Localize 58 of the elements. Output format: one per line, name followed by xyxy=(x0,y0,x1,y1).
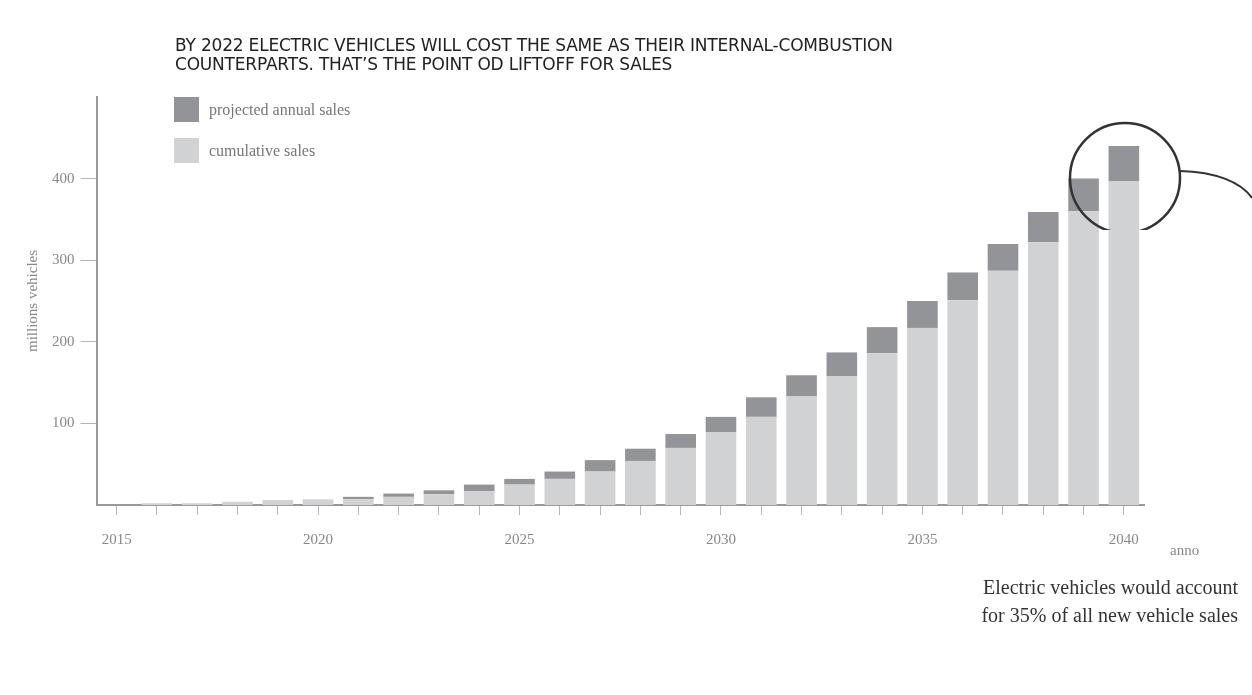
bar xyxy=(826,376,858,505)
bar xyxy=(343,499,374,505)
bar xyxy=(584,460,616,472)
bar xyxy=(745,397,777,417)
bar xyxy=(262,500,294,505)
bar xyxy=(665,434,696,448)
bar xyxy=(1027,242,1059,505)
bar xyxy=(907,301,938,328)
x-tick-label: 2015 xyxy=(101,530,132,547)
bar xyxy=(866,327,898,354)
x-tick-label: 2020 xyxy=(303,530,334,547)
bar xyxy=(665,447,696,505)
x-tick-label: 2035 xyxy=(907,530,938,547)
bar xyxy=(947,300,979,505)
bar xyxy=(544,471,576,479)
bar xyxy=(947,272,979,301)
bar xyxy=(826,352,858,377)
bar xyxy=(705,432,737,505)
bar xyxy=(222,501,253,505)
y-tick-label: 100 xyxy=(52,414,75,431)
bar xyxy=(302,499,334,505)
bar xyxy=(1027,212,1059,243)
bar xyxy=(745,416,777,505)
bar xyxy=(504,478,535,485)
y-axis-title: millions vehicles xyxy=(23,249,40,353)
y-tick-label: 400 xyxy=(52,169,75,186)
bar xyxy=(987,243,1019,271)
bar xyxy=(987,270,1019,505)
bar xyxy=(504,484,535,505)
bar xyxy=(625,460,656,505)
bar xyxy=(625,448,656,461)
x-axis-title: anno xyxy=(1170,541,1200,558)
bar xyxy=(786,396,817,505)
bar xyxy=(423,490,455,495)
legend-label: cumulative sales xyxy=(209,141,316,160)
y-tick-label: 200 xyxy=(52,332,75,349)
x-tick-label: 2030 xyxy=(705,530,736,547)
bar xyxy=(423,494,455,505)
y-tick-label: 300 xyxy=(52,251,75,268)
bar xyxy=(1108,145,1140,182)
bar xyxy=(1068,178,1099,212)
bar xyxy=(1068,211,1099,505)
x-tick-label: 2040 xyxy=(1108,530,1139,547)
bar xyxy=(786,375,817,397)
text: Electric vehicles would account for 35% of all new vehicle sales xyxy=(980,575,1238,628)
chart-title: BY 2022 ELECTRIC VEHICLES WILL COST THE SAME AS THEIR INTERNAL-COMBUSTION COUNTERPARTS. THAT’S THE POINT OD LIFTOFF FOR SALES xyxy=(175,35,894,74)
bar xyxy=(383,493,414,497)
bar xyxy=(544,478,576,505)
legend-label: projected annual sales xyxy=(209,100,351,119)
bar xyxy=(907,327,938,505)
bar xyxy=(463,491,495,505)
bar xyxy=(584,471,616,505)
bar xyxy=(463,484,495,492)
bar xyxy=(705,416,737,433)
bar xyxy=(1108,181,1140,505)
x-tick-label: 2025 xyxy=(504,530,535,547)
bar xyxy=(866,353,898,505)
bar xyxy=(383,496,414,505)
